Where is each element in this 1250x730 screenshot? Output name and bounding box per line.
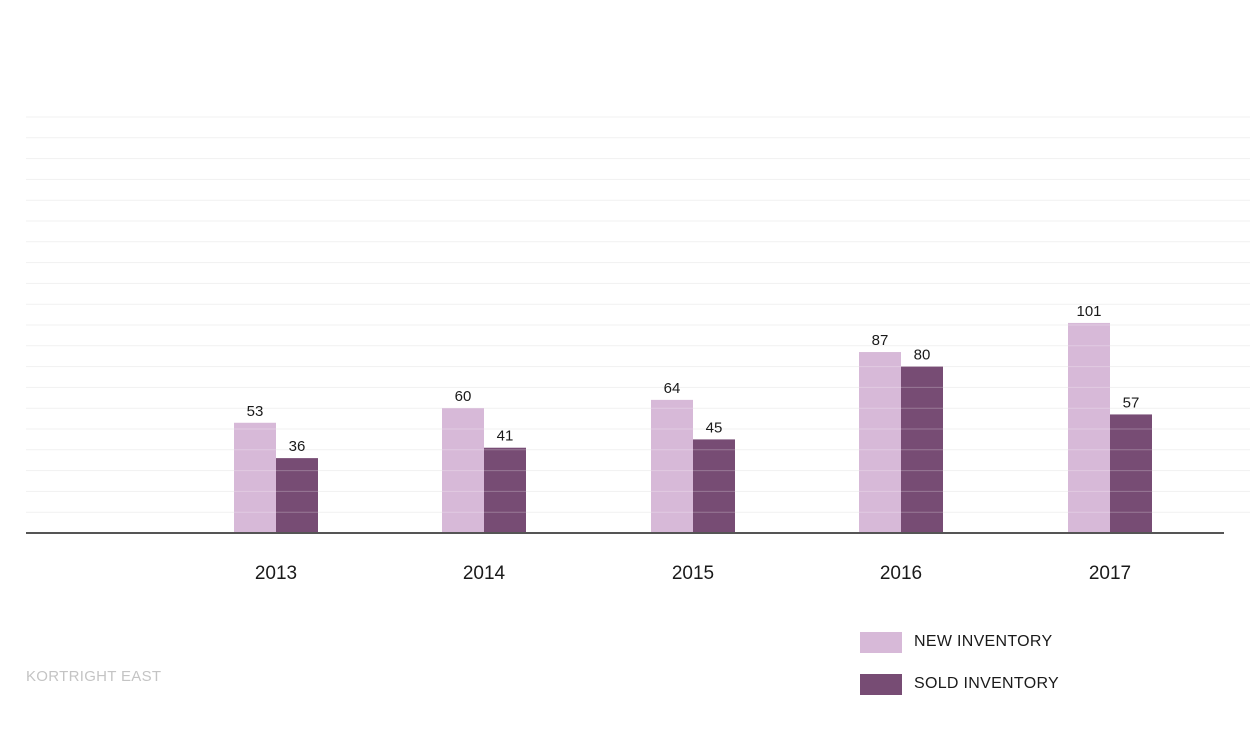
x-tick-label-2017: 2017 [1089, 563, 1131, 584]
bar-new-inventory-2017 [1068, 322, 1110, 533]
bar-sold-inventory-2015 [693, 439, 735, 533]
bars [234, 322, 1152, 533]
bar-new-inventory-2016 [859, 352, 901, 533]
x-tick-labels: 2013 2014 2015 2016 2017 [255, 563, 1131, 584]
value-labels: 53 36 60 41 64 45 87 80 101 57 [247, 303, 1140, 455]
value-label-sold-inventory-2015: 45 [706, 419, 723, 436]
value-label-new-inventory-2016: 87 [872, 332, 889, 349]
x-tick-label-2014: 2014 [463, 563, 506, 584]
legend: NEW INVENTORY SOLD INVENTORY [860, 621, 1059, 705]
legend-item-new-inventory: NEW INVENTORY [860, 621, 1059, 663]
legend-swatch-new-inventory [860, 631, 902, 653]
x-tick-label-2015: 2015 [672, 563, 714, 584]
bar-sold-inventory-2017 [1110, 414, 1152, 533]
x-tick-label-2013: 2013 [255, 563, 297, 584]
bar-sold-inventory-2013 [276, 458, 318, 533]
bar-new-inventory-2015 [651, 399, 693, 533]
value-label-sold-inventory-2017: 57 [1123, 394, 1140, 411]
legend-label-sold-inventory: SOLD INVENTORY [914, 675, 1059, 692]
x-tick-label-2016: 2016 [880, 563, 922, 584]
bar-sold-inventory-2016 [901, 366, 943, 533]
bar-sold-inventory-2014 [484, 447, 526, 533]
value-label-sold-inventory-2013: 36 [289, 438, 306, 455]
legend-swatch-sold-inventory [860, 673, 902, 695]
gridlines [26, 116, 1250, 513]
bar-new-inventory-2013 [234, 422, 276, 533]
legend-label-new-inventory: NEW INVENTORY [914, 633, 1053, 650]
value-label-new-inventory-2015: 64 [664, 380, 681, 397]
bar-new-inventory-2014 [442, 408, 484, 533]
value-label-new-inventory-2014: 60 [455, 388, 472, 405]
value-label-sold-inventory-2014: 41 [497, 428, 514, 445]
footer-brand-text: KORTRIGHT EAST [26, 668, 162, 685]
legend-item-sold-inventory: SOLD INVENTORY [860, 663, 1059, 705]
value-label-new-inventory-2013: 53 [247, 403, 264, 420]
value-label-sold-inventory-2016: 80 [914, 347, 931, 364]
value-label-new-inventory-2017: 101 [1076, 303, 1101, 320]
